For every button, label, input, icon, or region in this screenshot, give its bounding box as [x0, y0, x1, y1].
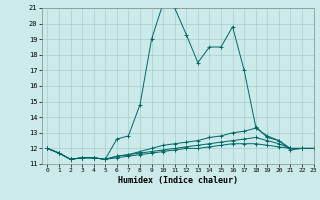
X-axis label: Humidex (Indice chaleur): Humidex (Indice chaleur) [118, 176, 237, 185]
